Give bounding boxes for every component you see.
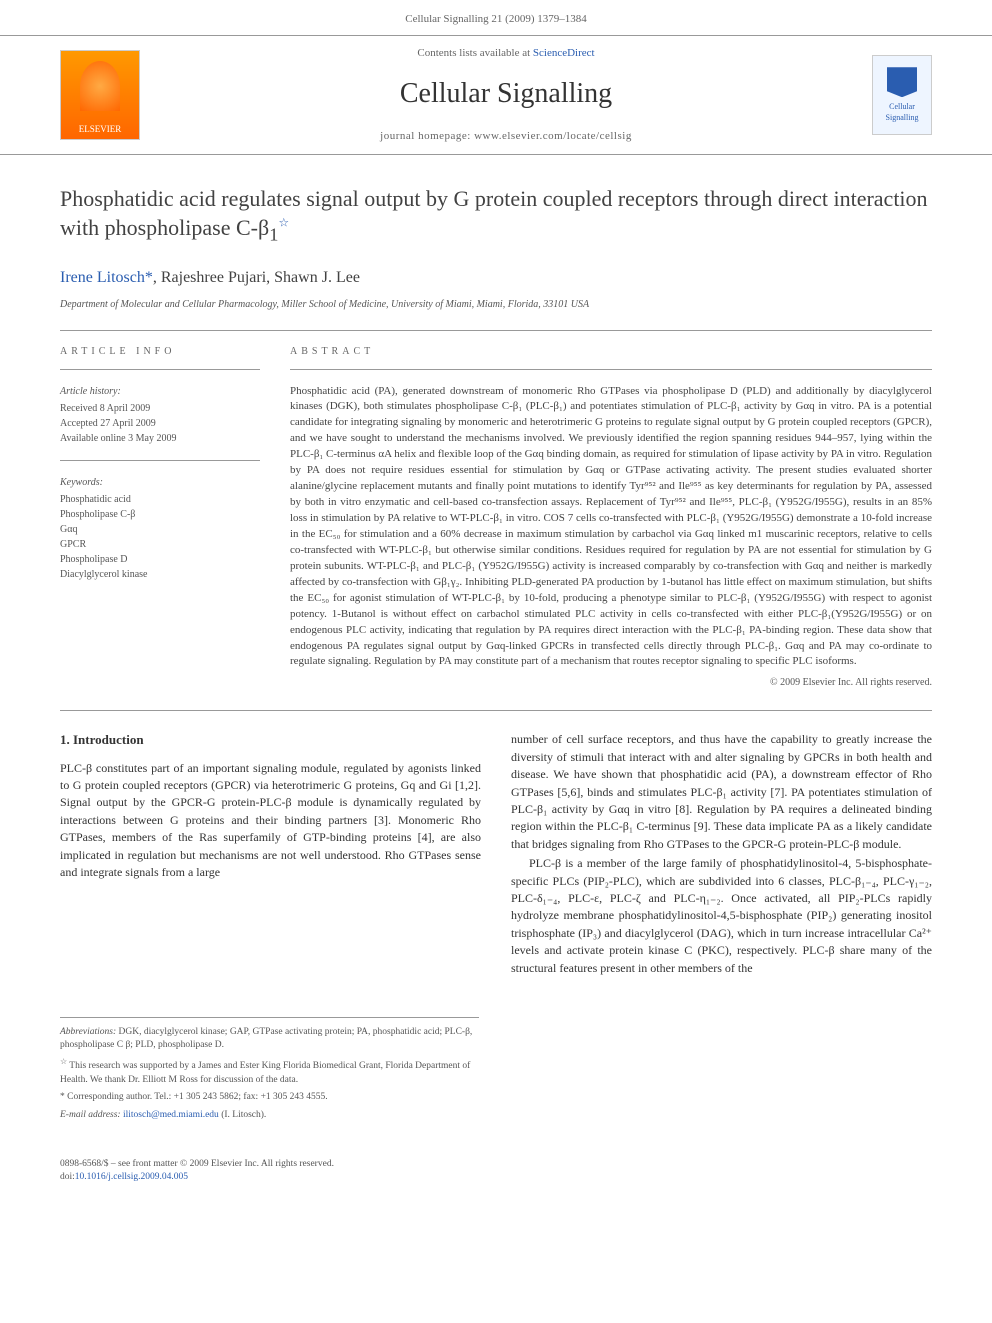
body-col-left: 1. Introduction PLC-β constitutes part o… [60,731,481,976]
history-item: Accepted 27 April 2009 [60,416,260,431]
intro-para-3: PLC-β is a member of the large family of… [511,855,932,977]
corresponding-footnote: * Corresponding author. Tel.: +1 305 243… [60,1091,479,1104]
keyword-item: GPCR [60,537,260,552]
abbrev-text: DGK, diacylglycerol kinase; GAP, GTPase … [60,1027,472,1050]
contents-prefix: Contents lists available at [417,47,532,59]
article-history: Article history: Received 8 April 2009 A… [60,384,260,446]
cover-icon [887,67,917,97]
keyword-item: Phospholipase D [60,552,260,567]
grant-text: This research was supported by a James a… [60,1062,470,1085]
grant-footnote: ☆ This research was supported by a James… [60,1056,479,1087]
homepage-line: journal homepage: www.elsevier.com/locat… [160,129,852,144]
intro-para-1: PLC-β constitutes part of an important s… [60,760,481,882]
contents-line: Contents lists available at ScienceDirec… [160,46,852,61]
info-abstract-row: ARTICLE INFO Article history: Received 8… [60,345,932,691]
email-suffix: (I. Litosch). [219,1110,267,1120]
email-label: E-mail address: [60,1110,121,1120]
abstract-copyright: © 2009 Elsevier Inc. All rights reserved… [290,676,932,690]
email-footnote: E-mail address: ilitosch@med.miami.edu (… [60,1109,479,1122]
author-link-1[interactable]: Irene Litosch [60,269,145,286]
article-title: Phosphatidic acid regulates signal outpu… [60,185,932,247]
divider [60,460,260,461]
citation-text: Cellular Signalling 21 (2009) 1379–1384 [405,13,586,25]
title-subscript: 1 [269,224,278,244]
keyword-item: Phosphatidic acid [60,492,260,507]
corresponding-marker[interactable]: * [145,269,153,286]
banner-center: Contents lists available at ScienceDirec… [160,46,852,144]
affiliation: Department of Molecular and Cellular Pha… [60,298,932,312]
abbreviations-footnote: Abbreviations: DGK, diacylglycerol kinas… [60,1026,479,1053]
doi-prefix: doi: [60,1172,75,1182]
authors-line: Irene Litosch*, Rajeshree Pujari, Shawn … [60,267,932,289]
keywords-header: Keywords: [60,475,260,490]
journal-name: Cellular Signalling [160,74,852,113]
body-columns: 1. Introduction PLC-β constitutes part o… [60,731,932,976]
divider [290,369,932,370]
publisher-logo-text: ELSEVIER [79,123,122,136]
abbrev-label: Abbreviations: [60,1027,116,1037]
authors-rest: , Rajeshree Pujari, Shawn J. Lee [153,269,360,286]
keywords-block: Keywords: Phosphatidic acid Phospholipas… [60,475,260,582]
article-info-label: ARTICLE INFO [60,345,260,359]
body-text-span: PLC-β constitutes part of an important s… [60,761,481,879]
history-item: Available online 3 May 2009 [60,431,260,446]
divider [60,369,260,370]
front-matter-line: 0898-6568/$ – see front matter © 2009 El… [60,1158,932,1171]
journal-cover-thumb: Cellular Signalling [872,55,932,135]
journal-banner: ELSEVIER Contents lists available at Sci… [0,35,992,155]
footnotes-block: Abbreviations: DGK, diacylglycerol kinas… [60,1017,479,1122]
running-header: Cellular Signalling 21 (2009) 1379–1384 [0,0,992,35]
keyword-item: Diacylglycerol kinase [60,567,260,582]
abstract-text: Phosphatidic acid (PA), generated downst… [290,384,932,671]
intro-para-2: number of cell surface receptors, and th… [511,731,932,853]
history-item: Received 8 April 2009 [60,401,260,416]
abstract-column: ABSTRACT Phosphatidic acid (PA), generat… [290,345,932,691]
article-info-column: ARTICLE INFO Article history: Received 8… [60,345,260,691]
body-col-right: number of cell surface receptors, and th… [511,731,932,976]
cover-text: Cellular Signalling [873,101,931,123]
publisher-logo: ELSEVIER [60,50,140,140]
abstract-label: ABSTRACT [290,345,932,359]
corr-text: Corresponding author. Tel.: +1 305 243 5… [65,1092,328,1102]
section-heading-intro: 1. Introduction [60,731,481,749]
page-footer: 0898-6568/$ – see front matter © 2009 El… [0,1158,992,1205]
email-link[interactable]: ilitosch@med.miami.edu [121,1110,219,1120]
title-main: Phosphatidic acid regulates signal outpu… [60,186,928,240]
homepage-prefix: journal homepage: [380,130,474,142]
divider [60,330,932,331]
keyword-item: Gαq [60,522,260,537]
doi-line: doi:10.1016/j.cellsig.2009.04.005 [60,1171,932,1184]
doi-link[interactable]: 10.1016/j.cellsig.2009.04.005 [75,1172,188,1182]
divider [60,710,932,711]
title-footnote-star[interactable]: ☆ [278,216,289,230]
homepage-url: www.elsevier.com/locate/cellsig [474,130,632,142]
sciencedirect-link[interactable]: ScienceDirect [533,47,595,59]
history-header: Article history: [60,384,260,399]
keyword-item: Phospholipase C-β [60,507,260,522]
